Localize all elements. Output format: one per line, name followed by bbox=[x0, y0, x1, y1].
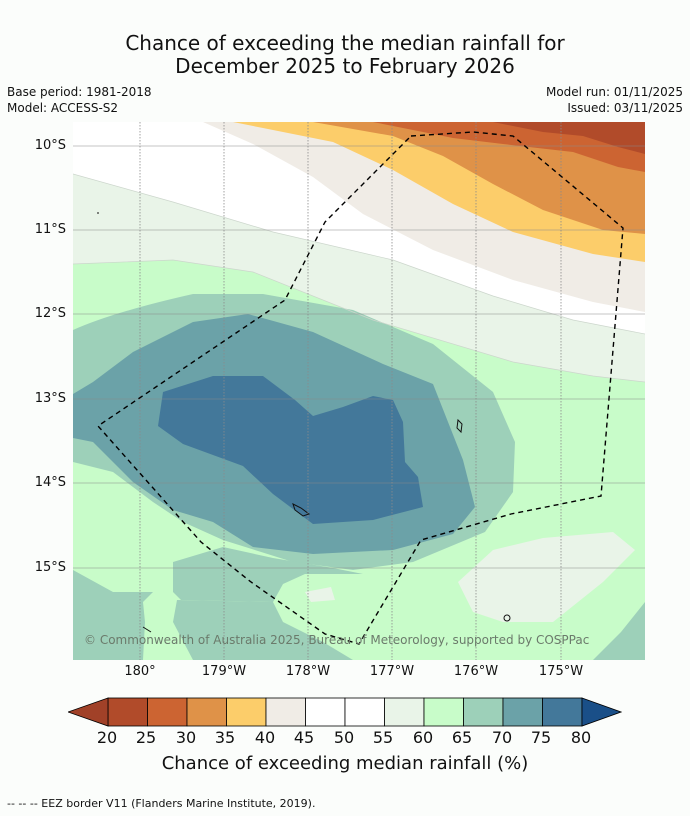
lat-label: 13°S bbox=[34, 391, 66, 406]
model-name: Model: ACCESS-S2 bbox=[7, 101, 119, 115]
colorbar-tick: 65 bbox=[451, 728, 473, 747]
lat-label: 12°S bbox=[34, 306, 66, 321]
colorbar-cell bbox=[186, 697, 227, 727]
colorbar-tick: 20 bbox=[96, 728, 118, 747]
island-coastline bbox=[503, 614, 511, 622]
colorbar-tick: 35 bbox=[214, 728, 236, 747]
colorbar-cell bbox=[463, 697, 504, 727]
colorbar-cell bbox=[423, 697, 464, 727]
colorbar-cell bbox=[384, 697, 425, 727]
title-line-1: Chance of exceeding the median rainfall … bbox=[125, 31, 565, 55]
model-run: Model run: 01/11/2025 bbox=[545, 85, 683, 99]
rainfall-probability-map[interactable] bbox=[73, 122, 645, 660]
colorbar-over-arrow bbox=[581, 697, 622, 727]
zone-65-70 bbox=[593, 602, 645, 660]
colorbar-tick: 70 bbox=[491, 728, 513, 747]
base-period: Base period: 1981-2018 bbox=[7, 85, 152, 99]
zone-65-70 bbox=[73, 570, 153, 660]
colorbar-tick: 75 bbox=[530, 728, 552, 747]
colorbar-cell bbox=[344, 697, 385, 727]
colorbar-tick: 50 bbox=[333, 728, 355, 747]
colorbar-cell bbox=[226, 697, 267, 727]
colorbar-tick: 40 bbox=[254, 728, 276, 747]
lat-label: 11°S bbox=[34, 222, 66, 237]
issued-date: Issued: 03/11/2025 bbox=[567, 101, 683, 115]
lon-label: 176°W bbox=[453, 664, 499, 679]
colorbar-tick: 60 bbox=[412, 728, 434, 747]
colorbar-tick: 45 bbox=[293, 728, 315, 747]
zone-65-70 bbox=[173, 547, 363, 602]
eez-border bbox=[96, 131, 624, 645]
island-coastline bbox=[292, 503, 311, 517]
lat-label: 10°S bbox=[34, 138, 66, 153]
island-coastline bbox=[142, 626, 152, 633]
contour-line bbox=[73, 173, 645, 335]
lon-label: 177°W bbox=[369, 664, 415, 679]
colorbar-tick: 30 bbox=[175, 728, 197, 747]
colorbar-cell bbox=[305, 697, 346, 727]
colorbar-cell bbox=[502, 697, 543, 727]
lat-label: 14°S bbox=[34, 475, 66, 490]
colorbar-cell bbox=[107, 697, 148, 727]
island-coastline bbox=[456, 418, 463, 434]
lat-label: 15°S bbox=[34, 560, 66, 575]
lon-label: 175°W bbox=[538, 664, 584, 679]
colorbar-tick: 55 bbox=[372, 728, 394, 747]
contour-line bbox=[73, 259, 645, 383]
colorbar-cell bbox=[147, 697, 188, 727]
eez-footnote: -- -- -- EEZ border V11 (Flanders Marine… bbox=[7, 797, 316, 810]
lon-label: 180° bbox=[124, 664, 156, 679]
colorbar-under-arrow bbox=[68, 697, 109, 727]
title-line-2: December 2025 to February 2026 bbox=[175, 54, 515, 78]
colorbar-cell bbox=[265, 697, 306, 727]
colorbar-label: Chance of exceeding median rainfall (%) bbox=[161, 753, 529, 774]
copyright-notice: © Commonwealth of Australia 2025, Bureau… bbox=[84, 633, 590, 647]
zone-55-60 bbox=[305, 587, 335, 602]
zone-55-60 bbox=[458, 532, 635, 622]
colorbar-tick: 25 bbox=[135, 728, 157, 747]
colorbar bbox=[68, 697, 622, 727]
colorbar-cell bbox=[542, 697, 583, 727]
lon-label: 179°W bbox=[201, 664, 247, 679]
colorbar-tick: 80 bbox=[570, 728, 592, 747]
zone-20-25 bbox=[493, 122, 645, 154]
lon-label: 178°W bbox=[285, 664, 331, 679]
